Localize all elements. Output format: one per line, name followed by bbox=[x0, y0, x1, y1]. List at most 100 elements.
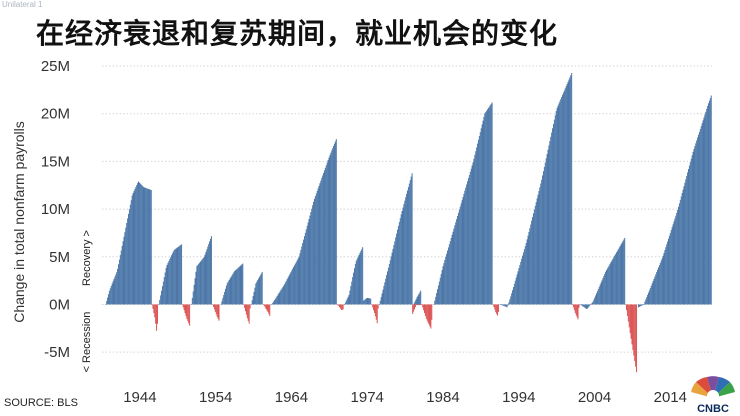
recession-bar bbox=[152, 304, 154, 309]
recovery-bar bbox=[169, 259, 171, 305]
recovery-bar bbox=[468, 175, 470, 305]
recession-bar bbox=[494, 304, 496, 310]
recovery-bar bbox=[369, 298, 371, 305]
recovery-bar bbox=[619, 245, 621, 305]
recovery-bar bbox=[416, 297, 418, 305]
recovery-bar bbox=[290, 272, 292, 305]
recovery-bar bbox=[642, 304, 644, 306]
recovery-bar bbox=[158, 304, 160, 306]
recession-bar bbox=[246, 304, 248, 319]
recession-bar bbox=[495, 304, 497, 313]
recovery-bar bbox=[680, 196, 682, 305]
recession-bar bbox=[247, 304, 249, 321]
recession-bar bbox=[497, 304, 499, 312]
recovery-bar bbox=[381, 293, 383, 305]
recession-bar bbox=[217, 304, 219, 319]
recovery-bar bbox=[210, 238, 212, 305]
recovery-bar bbox=[145, 187, 147, 305]
recovery-bar bbox=[257, 280, 259, 305]
recession-bar bbox=[497, 304, 499, 316]
recovery-bar bbox=[323, 172, 325, 305]
recovery-bar bbox=[457, 215, 459, 305]
recovery-bar bbox=[138, 182, 140, 305]
recession-bar bbox=[342, 304, 344, 310]
recovery-bar bbox=[354, 263, 356, 305]
recovery-bar bbox=[259, 275, 261, 305]
recovery-bar bbox=[250, 304, 252, 306]
recovery-bar bbox=[287, 277, 289, 305]
recovery-bar bbox=[409, 180, 411, 305]
recovery-bar bbox=[486, 110, 488, 305]
recovery-bar bbox=[272, 303, 274, 305]
recovery-bar bbox=[260, 273, 262, 305]
recession-bar bbox=[213, 304, 215, 310]
recovery-bar bbox=[538, 191, 540, 305]
recovery-bar bbox=[597, 289, 599, 305]
recovery-bar bbox=[669, 232, 671, 305]
recovery-bar bbox=[329, 155, 331, 305]
recession-bar bbox=[626, 304, 628, 311]
recovery-bar bbox=[137, 183, 139, 305]
recovery-bar bbox=[473, 158, 475, 305]
recovery-bar bbox=[603, 276, 605, 305]
y-tick-label: 25M bbox=[41, 58, 70, 75]
recovery-bar bbox=[379, 300, 381, 305]
recession-bar bbox=[417, 304, 419, 306]
recovery-bar bbox=[582, 304, 584, 307]
recession-bar bbox=[632, 304, 634, 350]
recovery-bar bbox=[149, 189, 151, 305]
recovery-bar bbox=[550, 136, 552, 305]
recovery-bar bbox=[361, 249, 363, 305]
source-note: SOURCE: BLS bbox=[4, 397, 78, 409]
recovery-bar bbox=[658, 265, 660, 305]
recovery-bar bbox=[647, 294, 649, 305]
recovery-bar bbox=[397, 229, 399, 305]
recovery-bar bbox=[706, 108, 708, 305]
recovery-bar bbox=[461, 200, 463, 305]
recession-bar bbox=[414, 304, 416, 308]
recovery-bar bbox=[447, 250, 449, 305]
recovery-bar bbox=[443, 263, 445, 305]
recovery-bar bbox=[284, 282, 286, 305]
recovery-bar bbox=[323, 170, 325, 305]
recovery-bar bbox=[419, 292, 421, 305]
recession-bar bbox=[422, 304, 424, 308]
recovery-bar bbox=[703, 117, 705, 305]
recovery-bar bbox=[607, 266, 609, 305]
recovery-bar bbox=[701, 123, 703, 305]
recovery-bar bbox=[646, 297, 648, 305]
recovery-bar bbox=[670, 230, 672, 305]
recovery-bar bbox=[175, 248, 177, 305]
x-tick-label: 1944 bbox=[123, 389, 156, 406]
y-axis-ticks: -5M 0M 5M 10M 15M 20M 25M bbox=[41, 58, 70, 361]
recovery-bar bbox=[406, 193, 408, 305]
recovery-bar bbox=[280, 290, 282, 305]
recession-bar bbox=[156, 304, 158, 331]
recovery-bar bbox=[106, 301, 108, 305]
recovery-bar bbox=[437, 289, 439, 305]
recovery-bar bbox=[193, 284, 195, 305]
y-tick-label: 10M bbox=[41, 201, 70, 218]
recovery-bar bbox=[273, 300, 275, 305]
recovery-bar bbox=[347, 296, 349, 305]
recovery-bar bbox=[584, 304, 586, 308]
recovery-bar bbox=[364, 299, 366, 305]
recovery-bar bbox=[282, 287, 284, 305]
recovery-bar bbox=[612, 258, 614, 305]
recovery-bar bbox=[309, 215, 311, 305]
recovery-bar bbox=[240, 265, 242, 305]
recovery-bar bbox=[303, 239, 305, 305]
recovery-bar bbox=[165, 267, 167, 305]
recovery-bar bbox=[502, 304, 504, 306]
recovery-bar bbox=[204, 254, 206, 305]
recovery-bar bbox=[113, 279, 115, 305]
recovery-bar bbox=[601, 280, 603, 305]
recovery-bar bbox=[291, 270, 293, 305]
recession-bar bbox=[577, 304, 579, 320]
recovery-bar bbox=[477, 143, 479, 305]
recovery-bar bbox=[140, 184, 142, 305]
recovery-bar bbox=[296, 260, 298, 305]
recovery-bar bbox=[297, 258, 299, 305]
recovery-bar bbox=[491, 102, 493, 305]
recovery-bar bbox=[474, 155, 476, 305]
